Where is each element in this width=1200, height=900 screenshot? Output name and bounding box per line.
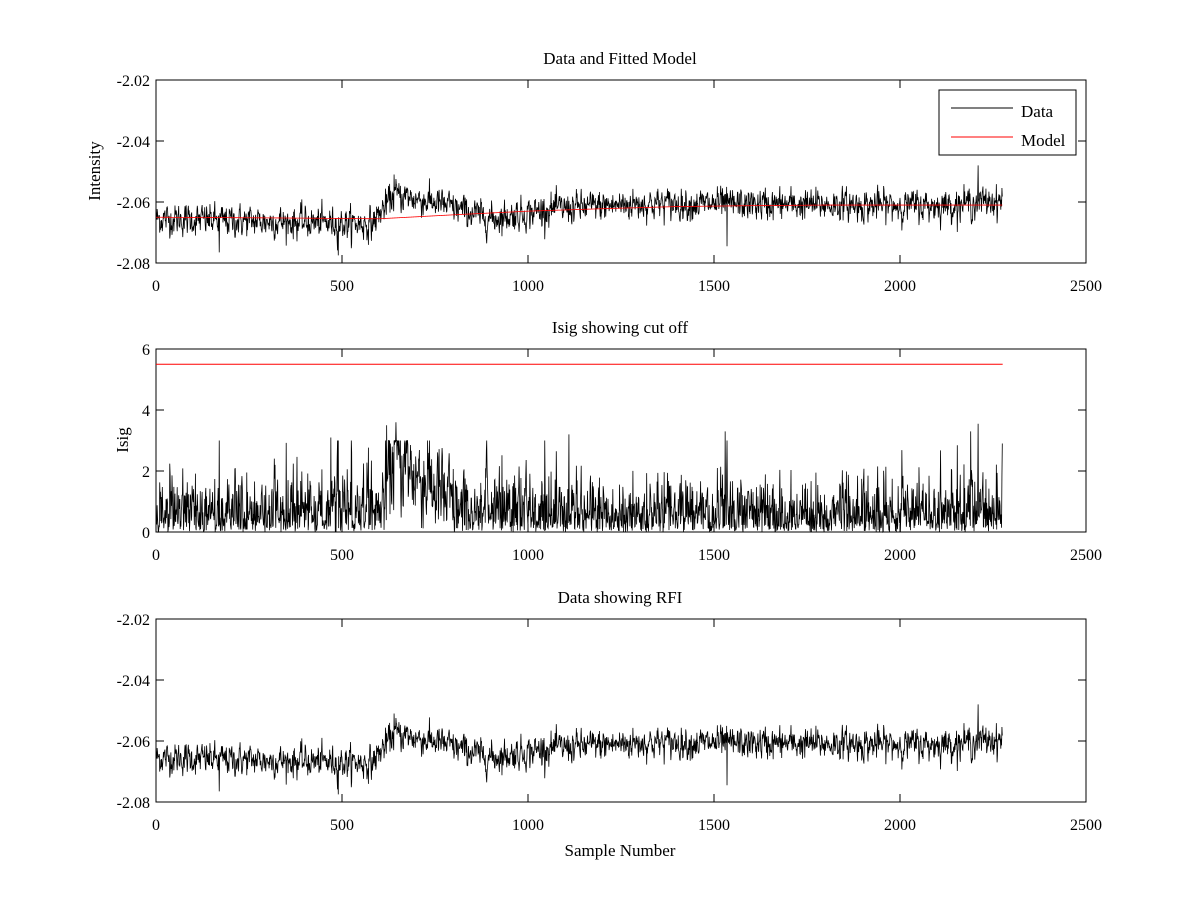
subplot-1: Data and Fitted Model Intensity 0 500 1000… (85, 49, 1102, 295)
y-tick-label: -2.04 (117, 134, 150, 151)
x-tick-label: 2500 (1070, 278, 1102, 295)
subplot-2-isig-line (155, 422, 1003, 534)
y-tick-label: -2.08 (117, 256, 150, 273)
legend-box (938, 89, 1077, 156)
y-tick-label: 2 (142, 464, 150, 481)
x-tick-label: 2000 (884, 817, 916, 834)
y-tick-label: -2.06 (117, 734, 150, 751)
x-tick-label: 1000 (512, 547, 544, 564)
data-series-line (155, 165, 1003, 256)
subplot-2-ticks: 0 500 1000 1500 2000 2500 0 2 4 6 (142, 342, 1102, 564)
subplot-2-title: Isig showing cut off (552, 318, 688, 337)
y-tick-label: -2.02 (117, 73, 150, 90)
subplot-1-ylabel: Intensity (85, 141, 104, 201)
y-tick-label: 6 (142, 342, 150, 359)
subplot-1-model-line (156, 204, 1003, 220)
subplot-1-data-line (155, 165, 1003, 256)
subplot-2: Isig showing cut off Isig 0 500 1000 1500 20… (113, 318, 1102, 564)
subplot-3-data-line (155, 704, 1003, 795)
subplot-3-title: Data showing RFI (558, 588, 683, 607)
x-tick-label: 1000 (512, 817, 544, 834)
x-tick-label: 2000 (884, 547, 916, 564)
x-tick-label: 2500 (1070, 817, 1102, 834)
x-tick-label: 1000 (512, 278, 544, 295)
rfi-data-series-line (155, 704, 1003, 795)
x-tick-label: 0 (152, 278, 160, 295)
y-tick-label: -2.04 (117, 673, 150, 690)
subplot-1-legend: Data Model (938, 89, 1077, 156)
subplot-3-ticks: 0 500 1000 1500 2000 2500 -2.08 -2.06 -2.04 -2.02 (117, 612, 1102, 834)
y-tick-label: 4 (142, 403, 150, 420)
x-tick-label: 1500 (698, 278, 730, 295)
x-tick-label: 0 (152, 547, 160, 564)
subplot-1-axes-box (155, 79, 1087, 264)
subplot-1-ticks: 0 500 1000 1500 2000 2500 -2.08 -2.06 -2.04 -2.02 (117, 73, 1102, 295)
x-tick-label: 0 (152, 817, 160, 834)
subplot-1-title: Data and Fitted Model (543, 49, 697, 68)
subplot-3: Data showing RFI 0 500 1000 1500 2000 2500 -2.… (117, 588, 1102, 860)
y-tick-label: -2.02 (117, 612, 150, 629)
y-tick-label: -2.08 (117, 795, 150, 812)
model-series-line (156, 204, 1003, 220)
subplot-3-axes-box (155, 618, 1087, 803)
isig-series-line (155, 422, 1003, 534)
subplot-3-xlabel: Sample Number (565, 841, 676, 860)
x-tick-label: 1500 (698, 547, 730, 564)
x-tick-label: 1500 (698, 817, 730, 834)
legend-data-label: Data (1021, 102, 1054, 121)
x-tick-label: 2500 (1070, 547, 1102, 564)
legend-model-label: Model (1021, 131, 1066, 150)
y-tick-label: -2.06 (117, 195, 150, 212)
x-tick-label: 500 (330, 278, 354, 295)
x-tick-label: 2000 (884, 278, 916, 295)
x-tick-label: 500 (330, 817, 354, 834)
subplot-2-axes-box (155, 348, 1087, 533)
x-tick-label: 500 (330, 547, 354, 564)
y-tick-label: 0 (142, 525, 150, 542)
subplot-2-ylabel: Isig (113, 427, 132, 453)
